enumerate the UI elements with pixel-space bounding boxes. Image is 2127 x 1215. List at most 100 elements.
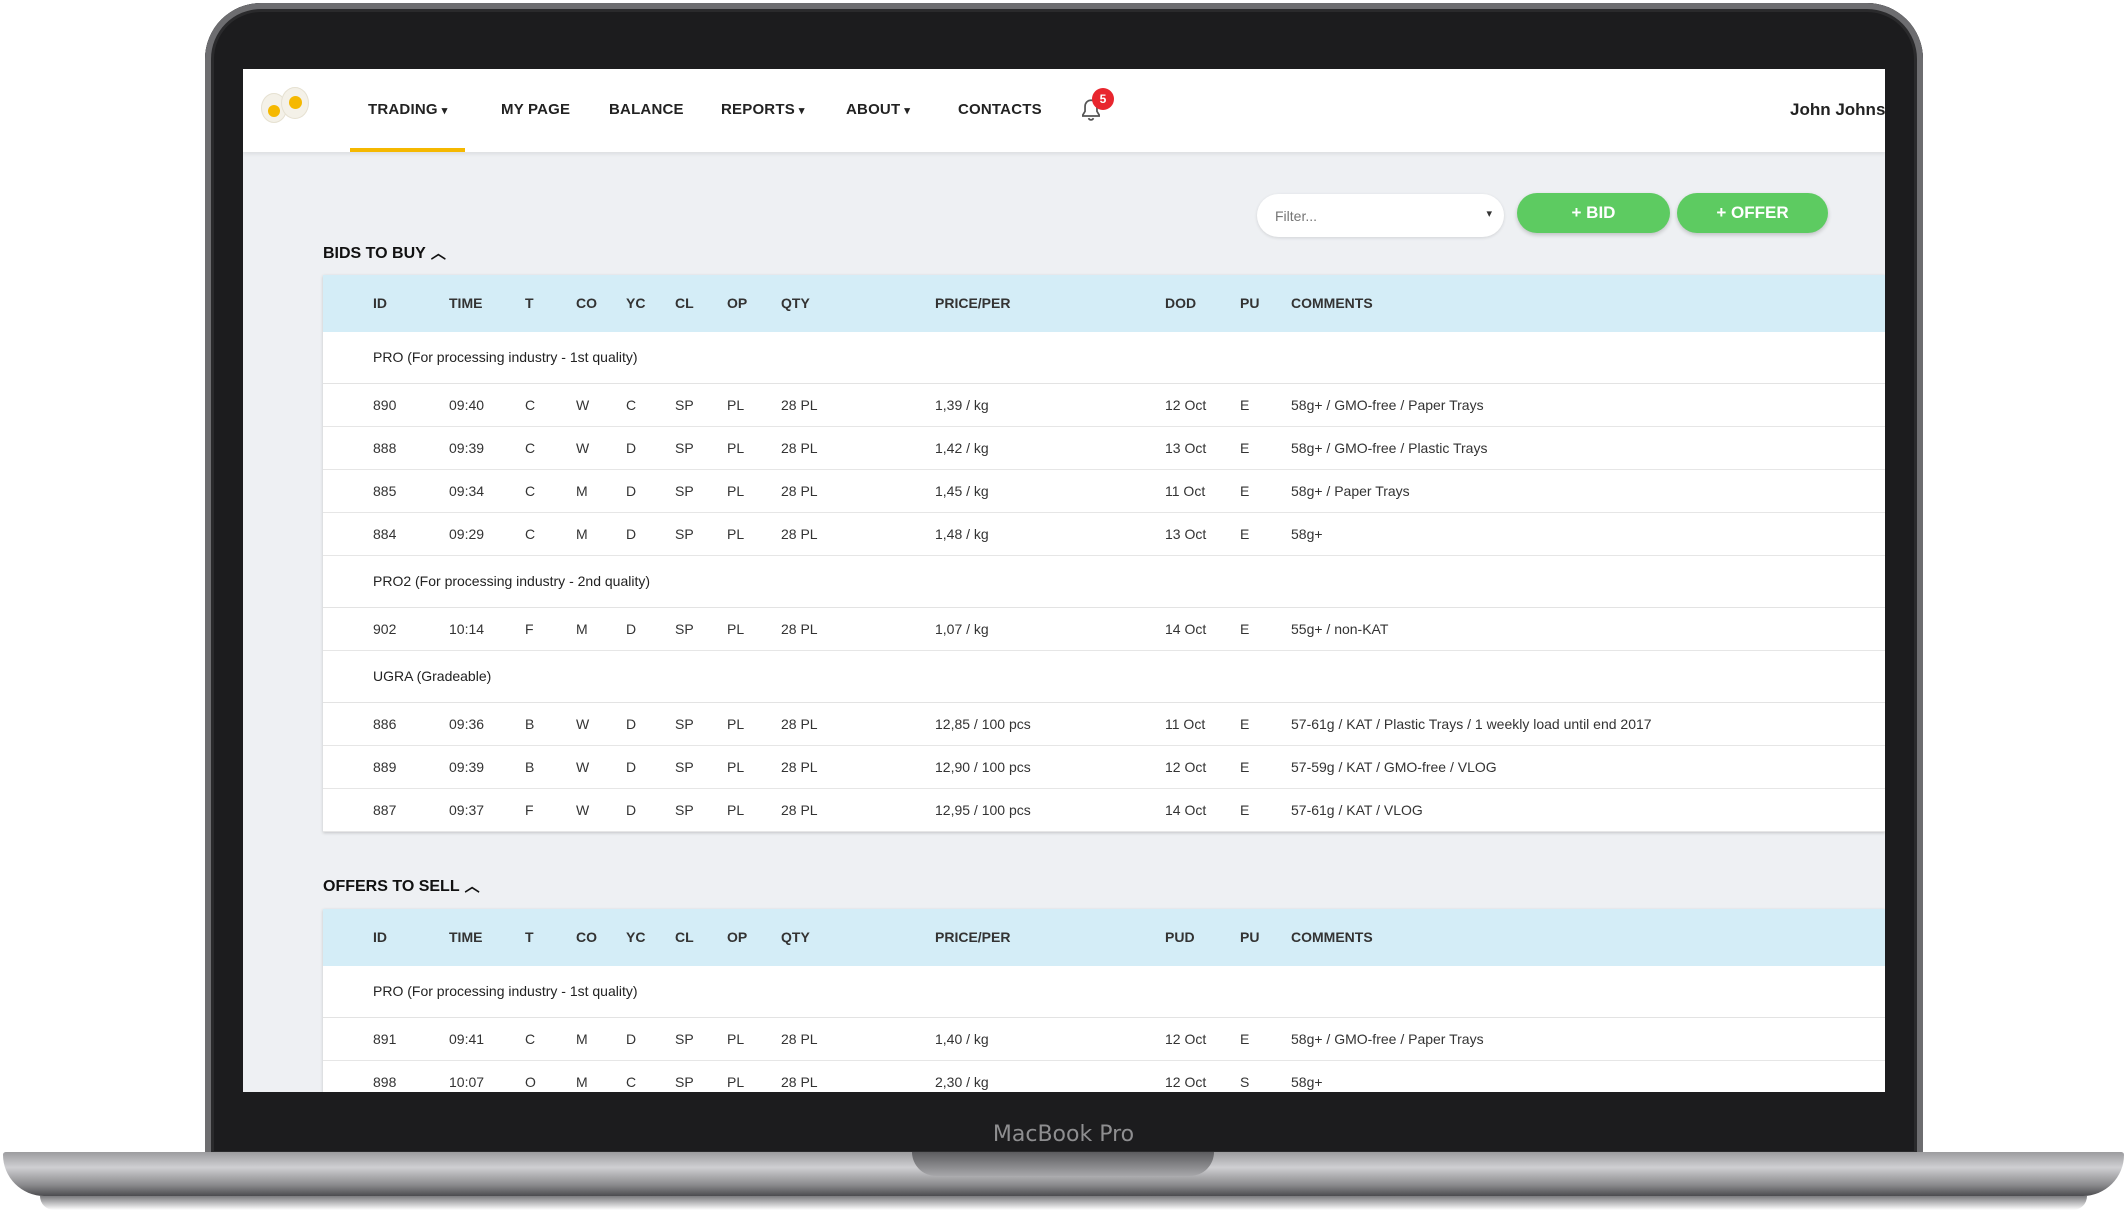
table-cell: SP xyxy=(675,526,694,542)
table-cell: 1,40 / kg xyxy=(935,1031,989,1047)
column-header[interactable]: DOD xyxy=(1165,295,1197,311)
table-cell: C xyxy=(525,397,536,413)
table-cell: M xyxy=(576,1074,588,1090)
column-header[interactable]: ID xyxy=(373,295,387,311)
table-cell: 885 xyxy=(373,483,397,499)
table-cell: 1,45 / kg xyxy=(935,483,989,499)
column-header[interactable]: PU xyxy=(1240,295,1260,311)
table-cell: D xyxy=(626,1031,637,1047)
table-cell: M xyxy=(576,526,588,542)
table-cell: PL xyxy=(727,440,745,456)
nav-about[interactable]: ABOUT ▾ xyxy=(846,69,910,152)
table-cell: 1,07 / kg xyxy=(935,621,989,637)
nav-reports-label: REPORTS xyxy=(721,101,795,118)
notifications-button[interactable]: 5 xyxy=(1078,88,1114,123)
column-header[interactable]: CL xyxy=(675,295,694,311)
table-cell: E xyxy=(1240,397,1250,413)
bids-section-toggle[interactable]: BIDS TO BUY ︿ xyxy=(323,242,446,263)
table-cell: M xyxy=(576,621,588,637)
table-cell: SP xyxy=(675,621,694,637)
table-row[interactable]: 885 09:34 C M D SP PL 28 PL 1,45 / kg 11 Oct E 58g+… xyxy=(323,470,1885,513)
table-cell: 28 PL xyxy=(781,759,818,775)
table-cell: 889 xyxy=(373,759,397,775)
table-cell: 12,85 / 100 pcs xyxy=(935,716,1031,732)
nav-balance[interactable]: BALANCE xyxy=(609,69,684,152)
column-header[interactable]: COMMENTS xyxy=(1291,295,1373,311)
column-header[interactable]: CL xyxy=(675,929,694,945)
offers-section-toggle[interactable]: OFFERS TO SELL ︿ xyxy=(323,875,480,896)
column-header[interactable]: COMMENTS xyxy=(1291,929,1373,945)
nav-reports[interactable]: REPORTS ▾ xyxy=(721,69,805,152)
table-row[interactable]: 889 09:39 B W D SP PL 28 PL 12,90 / 100 pcs 12 Oc… xyxy=(323,746,1885,789)
table-cell: O xyxy=(525,1074,536,1090)
column-header[interactable]: QTY xyxy=(781,295,810,311)
column-header[interactable]: QTY xyxy=(781,929,810,945)
table-cell: SP xyxy=(675,397,694,413)
column-header[interactable]: PRICE/PER xyxy=(935,929,1011,945)
column-header[interactable]: TIME xyxy=(449,929,483,945)
table-cell: 14 Oct xyxy=(1165,802,1207,818)
add-bid-button[interactable]: + BID xyxy=(1517,193,1670,233)
column-header[interactable]: PUD xyxy=(1165,929,1195,945)
table-cell: 28 PL xyxy=(781,621,818,637)
chevron-up-icon: ︿ xyxy=(464,878,480,895)
column-header[interactable]: YC xyxy=(626,929,646,945)
laptop-shadow xyxy=(40,1196,2087,1210)
user-name[interactable]: John Johns xyxy=(1790,100,1885,119)
column-header[interactable]: ID xyxy=(373,929,387,945)
table-cell: 28 PL xyxy=(781,716,818,732)
table-cell: PL xyxy=(727,621,745,637)
table-cell: C xyxy=(626,1074,637,1090)
table-cell: 09:39 xyxy=(449,759,485,775)
column-header[interactable]: T xyxy=(525,929,534,945)
table-cell: D xyxy=(626,716,637,732)
table-cell: 58g+ / GMO-free / Plastic Trays xyxy=(1291,440,1488,456)
nav-my-page[interactable]: MY PAGE xyxy=(501,69,570,152)
table-row[interactable]: 891 09:41 C M D SP PL 28 PL 1,40 / kg 12 Oct E 58g+… xyxy=(323,1018,1885,1061)
column-header[interactable]: PRICE/PER xyxy=(935,295,1011,311)
group-label: PRO (For processing industry - 1st quali… xyxy=(373,983,638,999)
table-cell: 10:14 xyxy=(449,621,485,637)
table-cell: 1,48 / kg xyxy=(935,526,989,542)
table-cell: 57-59g / KAT / GMO-free / VLOG xyxy=(1291,759,1497,775)
nav-contacts[interactable]: CONTACTS xyxy=(958,69,1042,152)
column-header[interactable]: TIME xyxy=(449,295,483,311)
add-offer-button[interactable]: + OFFER xyxy=(1677,193,1828,233)
table-cell: E xyxy=(1240,440,1250,456)
column-header[interactable]: OP xyxy=(727,929,748,945)
logo[interactable] xyxy=(261,87,311,127)
group-row: PRO2 (For processing industry - 2nd qual… xyxy=(323,556,1885,608)
table-row[interactable]: 902 10:14 F M D SP PL 28 PL 1,07 / kg 14 Oct E 55g+… xyxy=(323,608,1885,651)
table-cell: 09:39 xyxy=(449,440,485,456)
table-cell: SP xyxy=(675,802,694,818)
table-cell: 13 Oct xyxy=(1165,440,1207,456)
table-cell: 1,39 / kg xyxy=(935,397,989,413)
table-cell: 12 Oct xyxy=(1165,397,1207,413)
filter-input[interactable] xyxy=(1273,204,1467,228)
group-row: PRO (For processing industry - 1st quali… xyxy=(323,966,1885,1018)
chevron-up-icon: ︿ xyxy=(430,245,446,262)
table-cell: SP xyxy=(675,1031,694,1047)
column-header[interactable]: CO xyxy=(576,295,597,311)
nav-trading[interactable]: TRADING ▾ xyxy=(349,69,467,152)
table-row[interactable]: 890 09:40 C W C SP PL 28 PL 1,39 / kg 12 Oct E 58g+… xyxy=(323,384,1885,427)
table-cell: 58g+ / GMO-free / Paper Trays xyxy=(1291,397,1484,413)
column-header[interactable]: OP xyxy=(727,295,748,311)
table-row[interactable]: 886 09:36 B W D SP PL 28 PL 12,85 / 100 pcs 11 Oc… xyxy=(323,703,1885,746)
table-cell: W xyxy=(576,397,590,413)
table-row[interactable]: 884 09:29 C M D SP PL 28 PL 1,48 / kg 13 Oct E 58g+ xyxy=(323,513,1885,556)
table-cell: D xyxy=(626,759,637,775)
table-row[interactable]: 898 10:07 O M C SP PL 28 PL 2,30 / kg 12 Oct S 58g+ xyxy=(323,1061,1885,1092)
column-header[interactable]: T xyxy=(525,295,534,311)
table-row[interactable]: 888 09:39 C W D SP PL 28 PL 1,42 / kg 13 Oct E 58g+… xyxy=(323,427,1885,470)
filter-select[interactable]: ▾ xyxy=(1257,194,1504,237)
column-header[interactable]: PU xyxy=(1240,929,1260,945)
table-cell: 14 Oct xyxy=(1165,621,1207,637)
group-row: UGRA (Gradeable) xyxy=(323,651,1885,703)
table-cell: 28 PL xyxy=(781,802,818,818)
column-header[interactable]: YC xyxy=(626,295,646,311)
table-row[interactable]: 887 09:37 F W D SP PL 28 PL 12,95 / 100 pcs 14 Oc… xyxy=(323,789,1885,832)
column-header[interactable]: CO xyxy=(576,929,597,945)
table-cell: PL xyxy=(727,759,745,775)
table-cell: 28 PL xyxy=(781,483,818,499)
